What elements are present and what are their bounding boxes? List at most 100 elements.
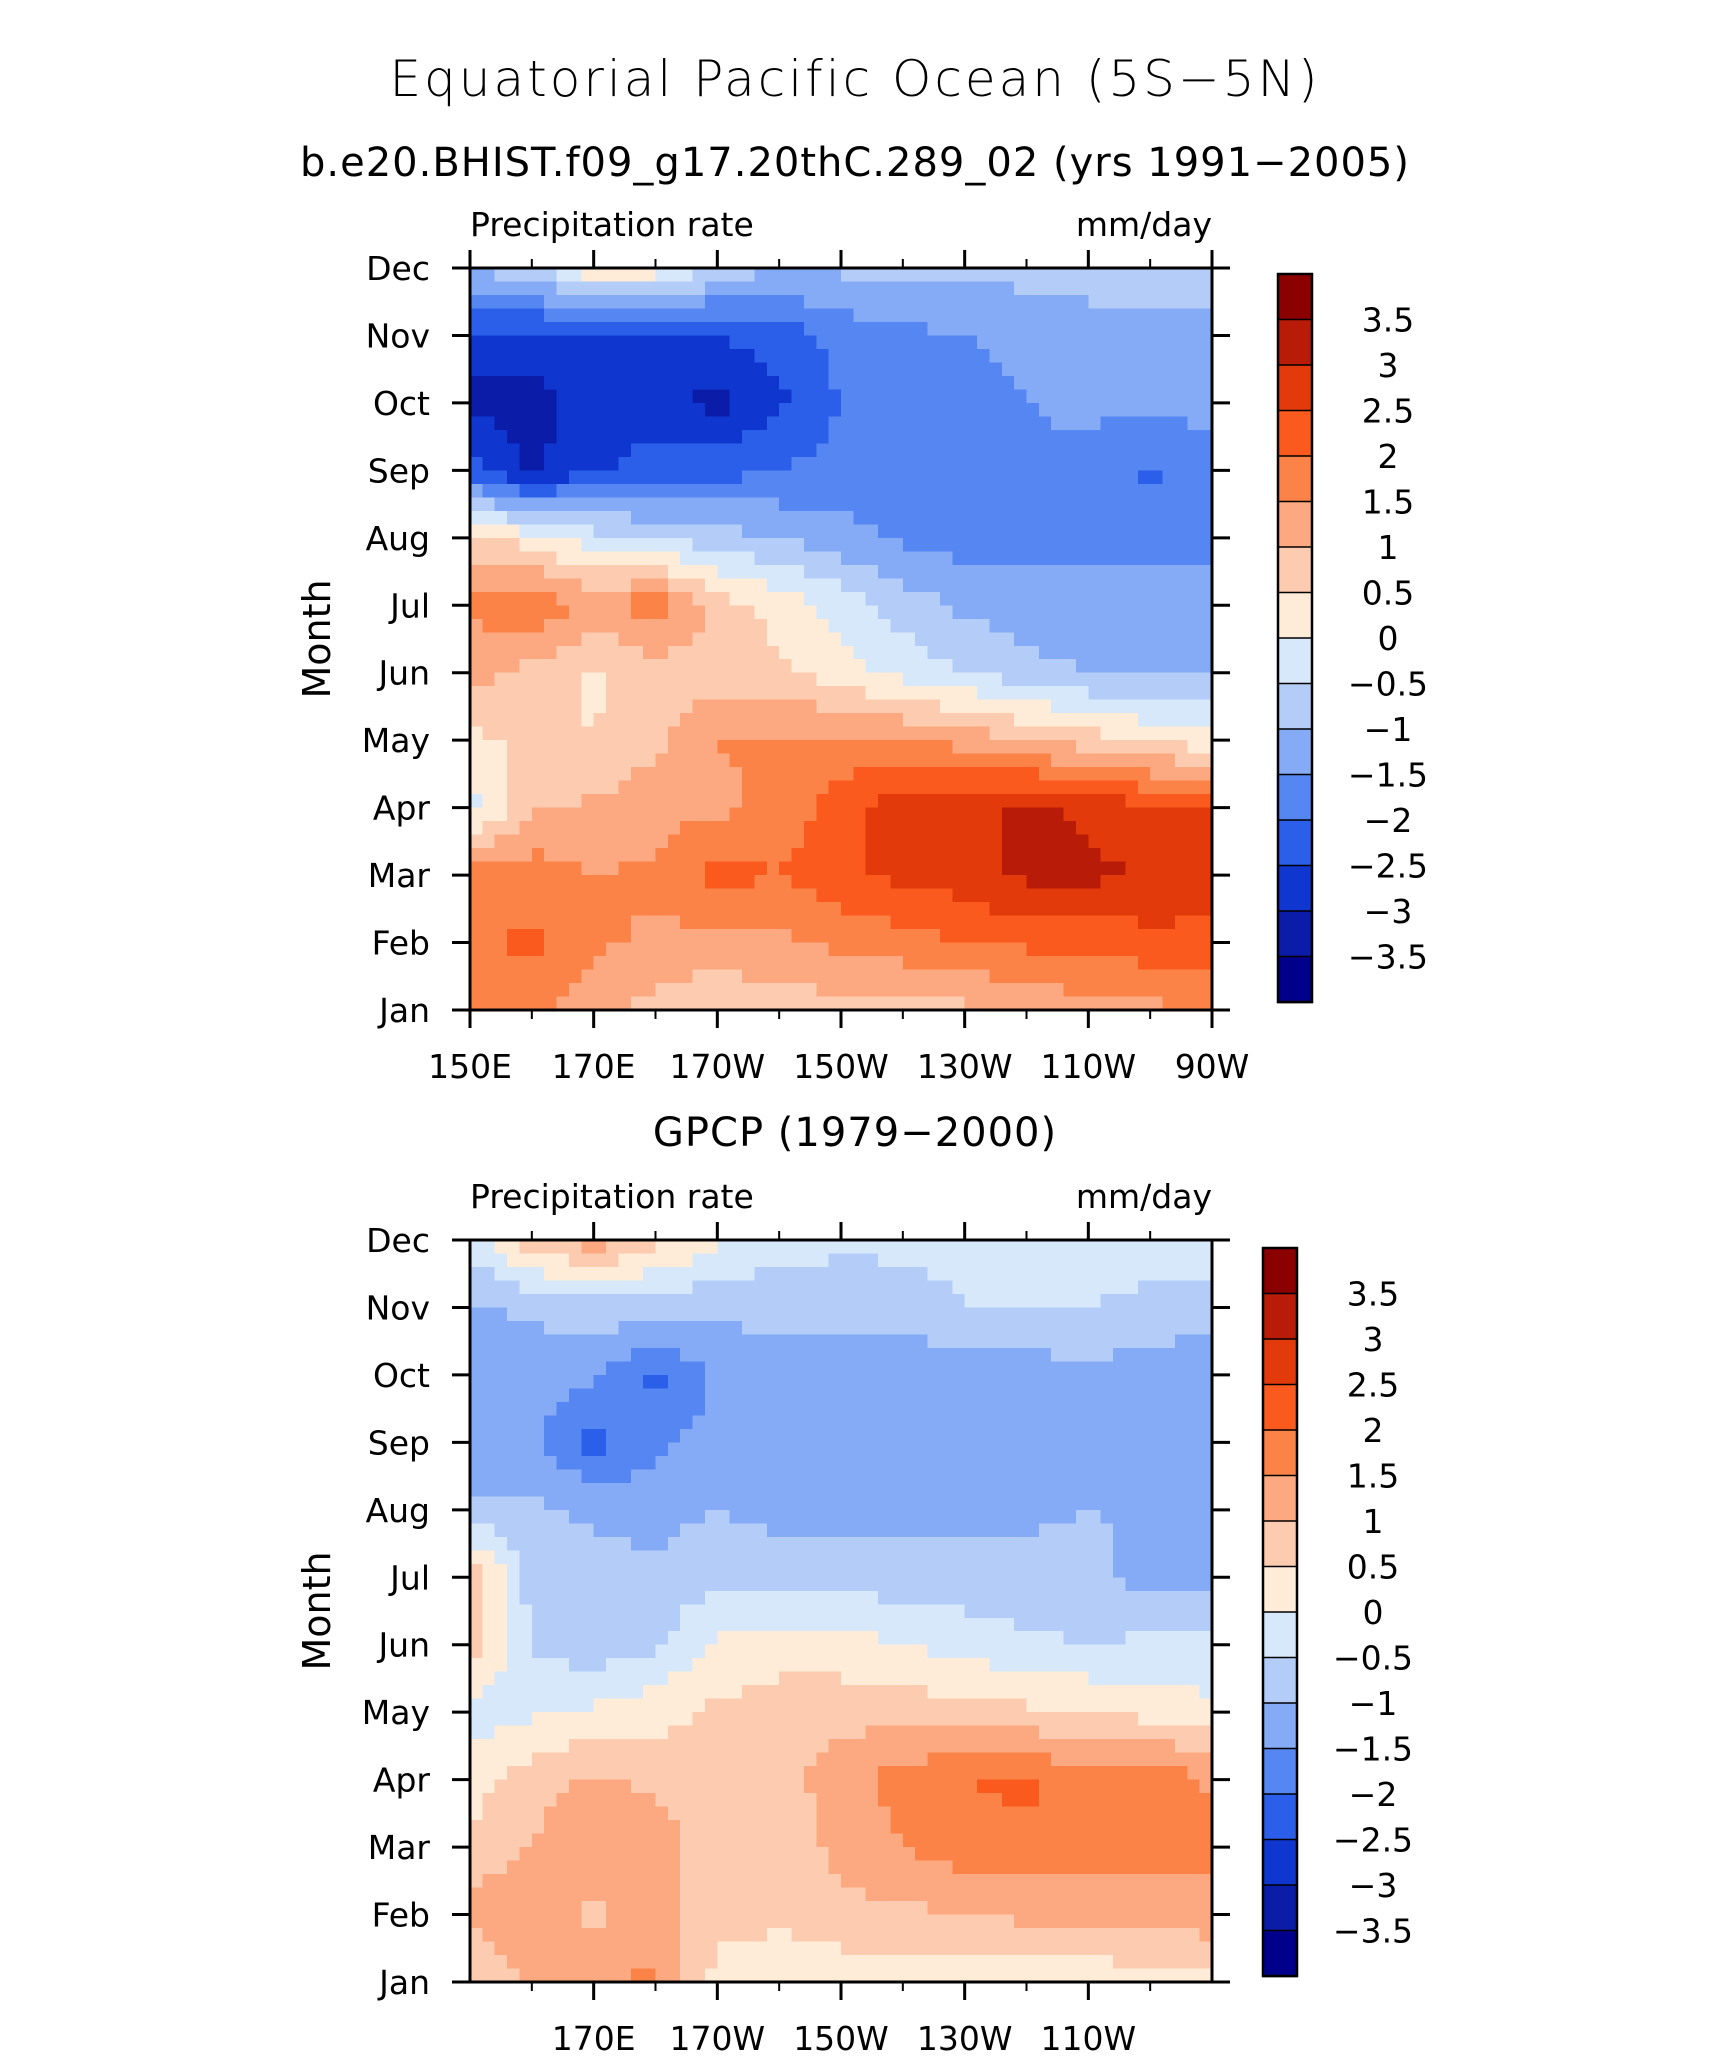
- contour-cell: [1001, 497, 1015, 512]
- contour-cell: [1125, 524, 1139, 539]
- contour-cell: [556, 1442, 570, 1457]
- contour-cell: [655, 1388, 669, 1403]
- contour-cell: [692, 551, 706, 566]
- contour-cell: [853, 1509, 867, 1524]
- contour-cell: [1125, 1374, 1139, 1389]
- contour-cell: [828, 875, 842, 890]
- contour-cell: [494, 1388, 508, 1403]
- contour-cell: [977, 1280, 990, 1295]
- contour-cell: [1051, 807, 1065, 822]
- contour-cell: [791, 1509, 805, 1524]
- contour-cell: [531, 1347, 545, 1363]
- contour-cell: [754, 1482, 768, 1497]
- contour-cell: [1001, 1240, 1015, 1255]
- colorbar-box: [1277, 591, 1313, 640]
- contour-cell: [556, 578, 570, 593]
- contour-cell: [667, 1320, 681, 1336]
- contour-cell: [915, 902, 929, 917]
- contour-cell: [1187, 645, 1201, 660]
- contour-cell: [1014, 1469, 1028, 1484]
- contour-cell: [507, 888, 521, 903]
- contour-cell: [606, 726, 619, 741]
- contour-cell: [952, 929, 966, 944]
- contour-cell: [1063, 416, 1077, 431]
- y-tick-label: Jun: [376, 654, 430, 693]
- contour-cell: [841, 848, 854, 863]
- contour-cell: [544, 875, 558, 890]
- contour-cell: [1014, 672, 1028, 687]
- contour-cell: [939, 1442, 953, 1457]
- contour-cell: [494, 1374, 508, 1389]
- contour-cell: [1075, 1482, 1089, 1497]
- contour-cell: [1187, 1320, 1201, 1336]
- contour-cell: [544, 753, 558, 768]
- contour-cell: [766, 834, 780, 849]
- contour-cell: [470, 807, 483, 822]
- contour-cell: [568, 1523, 582, 1538]
- contour-cell: [704, 1240, 718, 1255]
- contour-cell: [643, 956, 657, 971]
- contour-cell: [1125, 456, 1139, 471]
- contour-cell: [878, 1550, 892, 1565]
- contour-cell: [680, 1536, 694, 1551]
- contour-cell: [692, 969, 706, 984]
- contour-cell: [544, 443, 558, 458]
- contour-cell: [1088, 1482, 1102, 1497]
- contour-cell: [927, 402, 941, 417]
- contour-cell: [606, 902, 619, 917]
- contour-cell: [519, 389, 533, 404]
- contour-cell: [1014, 996, 1028, 1011]
- contour-cell: [1014, 848, 1028, 863]
- contour-cell: [593, 375, 607, 391]
- contour-cell: [890, 578, 904, 593]
- contour-cell: [556, 996, 570, 1011]
- contour-cell: [766, 672, 780, 687]
- contour-cell: [1174, 362, 1188, 377]
- contour-cell: [618, 1509, 632, 1524]
- contour-cell: [803, 713, 817, 728]
- contour-cell: [915, 1536, 929, 1551]
- contour-cell: [1199, 740, 1213, 755]
- contour-cell: [1075, 497, 1089, 512]
- contour-cell: [1063, 956, 1077, 971]
- contour-cell: [1162, 429, 1176, 444]
- contour-cell: [1187, 1293, 1201, 1309]
- contour-cell: [606, 348, 619, 364]
- contour-cell: [1038, 429, 1052, 444]
- contour-cell: [704, 1536, 718, 1551]
- contour-cell: [964, 1307, 978, 1322]
- contour-cell: [1174, 1482, 1188, 1497]
- contour-cell: [618, 537, 632, 552]
- contour-cell: [470, 1293, 483, 1309]
- contour-cell: [544, 834, 558, 849]
- contour-cell: [1075, 1550, 1089, 1565]
- contour-cell: [1088, 1401, 1102, 1416]
- contour-cell: [816, 1253, 830, 1268]
- contour-cell: [816, 618, 830, 633]
- contour-cell: [964, 1536, 978, 1551]
- colorbar-box: [1277, 637, 1313, 685]
- contour-cell: [766, 1415, 780, 1430]
- contour-cell: [939, 1428, 953, 1443]
- contour-cell: [1014, 1361, 1028, 1376]
- contour-cell: [939, 767, 953, 782]
- contour-cell: [482, 1428, 496, 1443]
- contour-cell: [544, 470, 558, 485]
- contour-cell: [1125, 672, 1139, 687]
- contour-cell: [531, 969, 545, 984]
- contour-cell: [519, 740, 533, 755]
- contour-cell: [593, 1361, 607, 1376]
- contour-cell: [519, 807, 533, 822]
- contour-cell: [964, 1374, 978, 1389]
- contour-cell: [655, 1307, 669, 1322]
- contour-cell: [841, 713, 854, 728]
- contour-cell: [704, 659, 718, 674]
- contour-cell: [1001, 875, 1015, 890]
- contour-cell: [606, 591, 619, 606]
- contour-cell: [606, 1550, 619, 1565]
- contour-cell: [803, 1280, 817, 1295]
- contour-cell: [1038, 659, 1052, 674]
- contour-cell: [890, 483, 904, 498]
- contour-cell: [729, 740, 743, 755]
- contour-cell: [643, 996, 657, 1011]
